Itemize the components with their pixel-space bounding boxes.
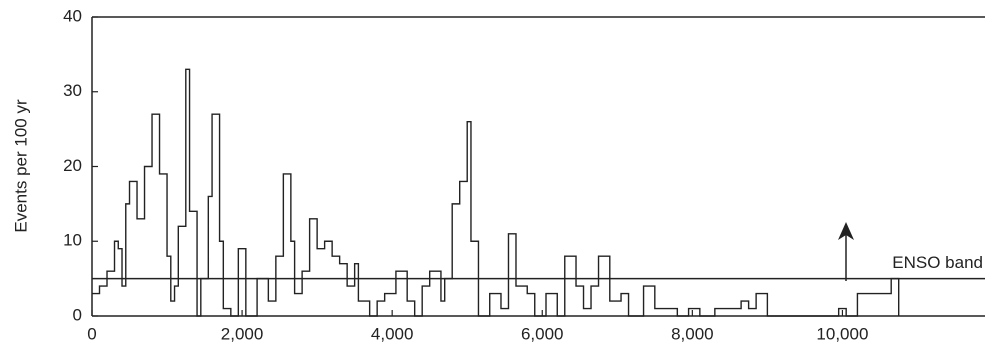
y-tick-label: 30 — [63, 81, 82, 100]
x-tick-label: 8,000 — [671, 324, 714, 343]
arrow-head — [838, 222, 854, 240]
x-tick-label: 4,000 — [371, 324, 414, 343]
reference-label: ENSO band — [892, 253, 983, 272]
x-tick-label: 2,000 — [221, 324, 264, 343]
x-tick-label: 0 — [87, 324, 96, 343]
y-tick-label: 10 — [63, 231, 82, 250]
x-tick-label: 10,000 — [816, 324, 868, 343]
y-tick-label: 20 — [63, 156, 82, 175]
data-line — [92, 68, 900, 317]
x-tick-label: 6,000 — [521, 324, 564, 343]
y-tick-label: 40 — [63, 6, 82, 25]
y-axis-label: Events per 100 yr — [11, 99, 30, 233]
y-tick-label: 0 — [73, 305, 82, 324]
